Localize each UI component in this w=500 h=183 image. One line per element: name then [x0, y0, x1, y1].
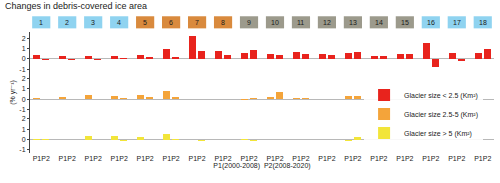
svg-text:P2: P2 [405, 155, 414, 162]
svg-text:P2: P2 [119, 155, 128, 162]
svg-text:1: 1 [22, 45, 26, 52]
svg-text:P2: P2 [249, 155, 258, 162]
svg-text:10: 10 [271, 19, 279, 26]
svg-text:P1: P1 [85, 155, 94, 162]
svg-text:2: 2 [65, 19, 69, 26]
svg-text:1: 1 [22, 126, 26, 133]
svg-text:P2: P2 [275, 155, 284, 162]
svg-text:1: 1 [39, 19, 43, 26]
svg-text:P1: P1 [474, 155, 483, 162]
svg-text:P2: P2 [379, 155, 388, 162]
svg-text:P1: P1 [370, 155, 379, 162]
svg-text:P1: P1 [344, 155, 353, 162]
svg-text:P1: P1 [188, 155, 197, 162]
svg-text:P2: P2 [483, 155, 492, 162]
svg-text:0: 0 [22, 136, 26, 143]
svg-text:P2: P2 [93, 155, 102, 162]
svg-text:Glacier size > 5 (Km²): Glacier size > 5 (Km²) [404, 130, 472, 138]
svg-text:Glacier size 2.5-5 (Km²): Glacier size 2.5-5 (Km²) [404, 111, 478, 119]
svg-text:2: 2 [22, 115, 26, 122]
svg-text:P1: P1 [422, 155, 431, 162]
svg-text:P1: P1 [396, 155, 405, 162]
svg-text:P2: P2 [327, 155, 336, 162]
svg-text:9: 9 [247, 19, 251, 26]
svg-text:P1: P1 [111, 155, 120, 162]
svg-text:P2: P2 [41, 155, 50, 162]
svg-text:P2: P2 [171, 155, 180, 162]
svg-text:P1: P1 [137, 155, 146, 162]
svg-text:1: 1 [22, 85, 26, 92]
svg-text:0: 0 [22, 55, 26, 62]
svg-text:P2: P2 [301, 155, 310, 162]
svg-text:P1: P1 [162, 155, 171, 162]
svg-text:P2: P2 [67, 155, 76, 162]
svg-text:P1(2000-2008) P2(2008-2020): P1(2000-2008) P2(2008-2020) [213, 162, 310, 170]
svg-text:5: 5 [143, 19, 147, 26]
svg-text:P1: P1 [240, 155, 249, 162]
svg-text:-1: -1 [19, 66, 25, 73]
svg-text:4: 4 [117, 19, 121, 26]
svg-text:13: 13 [349, 19, 357, 26]
svg-text:2: 2 [22, 35, 26, 42]
svg-text:P2: P2 [223, 155, 232, 162]
svg-text:P2: P2 [145, 155, 154, 162]
svg-text:2: 2 [22, 75, 26, 82]
svg-text:P1: P1 [214, 155, 223, 162]
svg-text:7: 7 [195, 19, 199, 26]
svg-text:P2: P2 [457, 155, 466, 162]
svg-text:3: 3 [91, 19, 95, 26]
svg-text:16: 16 [427, 19, 435, 26]
svg-text:P1: P1 [448, 155, 457, 162]
svg-text:-1: -1 [19, 146, 25, 153]
svg-text:12: 12 [323, 19, 331, 26]
svg-text:(% yr⁻¹): (% yr⁻¹) [9, 80, 17, 105]
svg-text:14: 14 [375, 19, 383, 26]
svg-text:P1: P1 [59, 155, 68, 162]
svg-text:18: 18 [479, 19, 487, 26]
svg-text:8: 8 [221, 19, 225, 26]
svg-text:P2: P2 [353, 155, 362, 162]
svg-text:Glacier size < 2.5 (Km²): Glacier size < 2.5 (Km²) [404, 92, 478, 100]
svg-text:P1: P1 [292, 155, 301, 162]
svg-text:Changes in debris-covered ice: Changes in debris-covered ice area [5, 1, 147, 11]
svg-text:15: 15 [401, 19, 409, 26]
svg-text:17: 17 [453, 19, 461, 26]
svg-text:-1: -1 [19, 106, 25, 113]
svg-text:6: 6 [169, 19, 173, 26]
svg-text:P1: P1 [266, 155, 275, 162]
svg-text:11: 11 [297, 19, 304, 26]
svg-text:P1: P1 [318, 155, 327, 162]
svg-text:P2: P2 [197, 155, 206, 162]
svg-text:P1: P1 [33, 155, 42, 162]
svg-text:P2: P2 [431, 155, 440, 162]
svg-text:0: 0 [22, 96, 26, 103]
